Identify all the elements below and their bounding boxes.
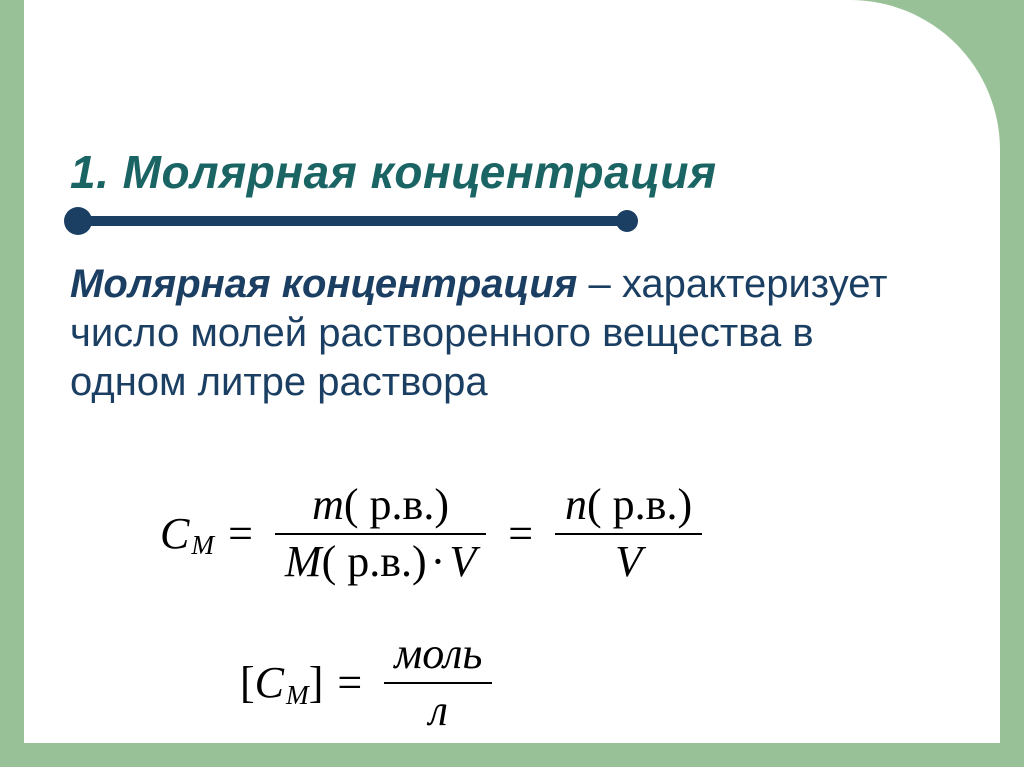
border-left bbox=[0, 0, 24, 767]
unit-mol: моль bbox=[384, 629, 492, 680]
slide: 1. Молярная концентрация Молярная концен… bbox=[0, 0, 1024, 767]
slide-title: 1. Молярная концентрация bbox=[70, 145, 717, 199]
rbracket: ] bbox=[309, 657, 324, 708]
formula-units: [CM] = моль л bbox=[240, 629, 910, 736]
title-underline bbox=[70, 216, 630, 236]
fraction-m-over-MV: m( р.в.) M( р.в.)·V bbox=[275, 480, 486, 587]
fraction-mol-over-l: моль л bbox=[384, 629, 492, 736]
sym-V-1: V bbox=[449, 537, 476, 586]
sub-M-2: M bbox=[286, 680, 309, 711]
unit-l: л bbox=[419, 686, 458, 737]
corner-decoration bbox=[850, 0, 1000, 150]
mult-dot: · bbox=[431, 537, 446, 586]
fraction-n-over-V: n( р.в.) V bbox=[555, 480, 702, 587]
arg-rv-2: ( р.в.) bbox=[322, 537, 427, 586]
body-text: Молярная концентрация – характеризует чи… bbox=[70, 260, 910, 406]
formula-molar-concentration: CM = m( р.в.) M( р.в.)·V = n( р.в.) V bbox=[160, 480, 910, 587]
border-bottom bbox=[0, 743, 1024, 767]
sym-C: C bbox=[160, 508, 189, 559]
sym-m: m bbox=[312, 480, 344, 529]
term-bold: Молярная концентрация bbox=[70, 262, 577, 306]
formula-block: CM = m( р.в.) M( р.в.)·V = n( р.в.) V bbox=[70, 480, 910, 736]
sym-n: n bbox=[565, 480, 587, 529]
arg-rv-1: ( р.в.) bbox=[344, 480, 449, 529]
sym-bigM: M bbox=[285, 537, 322, 586]
sym-V-2: V bbox=[615, 537, 642, 586]
border-right bbox=[1000, 0, 1024, 767]
equals-3: = bbox=[337, 657, 362, 708]
dash: – bbox=[577, 262, 621, 306]
equals-1: = bbox=[228, 508, 253, 559]
sym-C-2: C bbox=[255, 657, 284, 708]
arg-rv-3: ( р.в.) bbox=[587, 480, 692, 529]
lbracket: [ bbox=[240, 657, 255, 708]
sub-M: M bbox=[191, 530, 214, 561]
equals-2: = bbox=[508, 508, 533, 559]
